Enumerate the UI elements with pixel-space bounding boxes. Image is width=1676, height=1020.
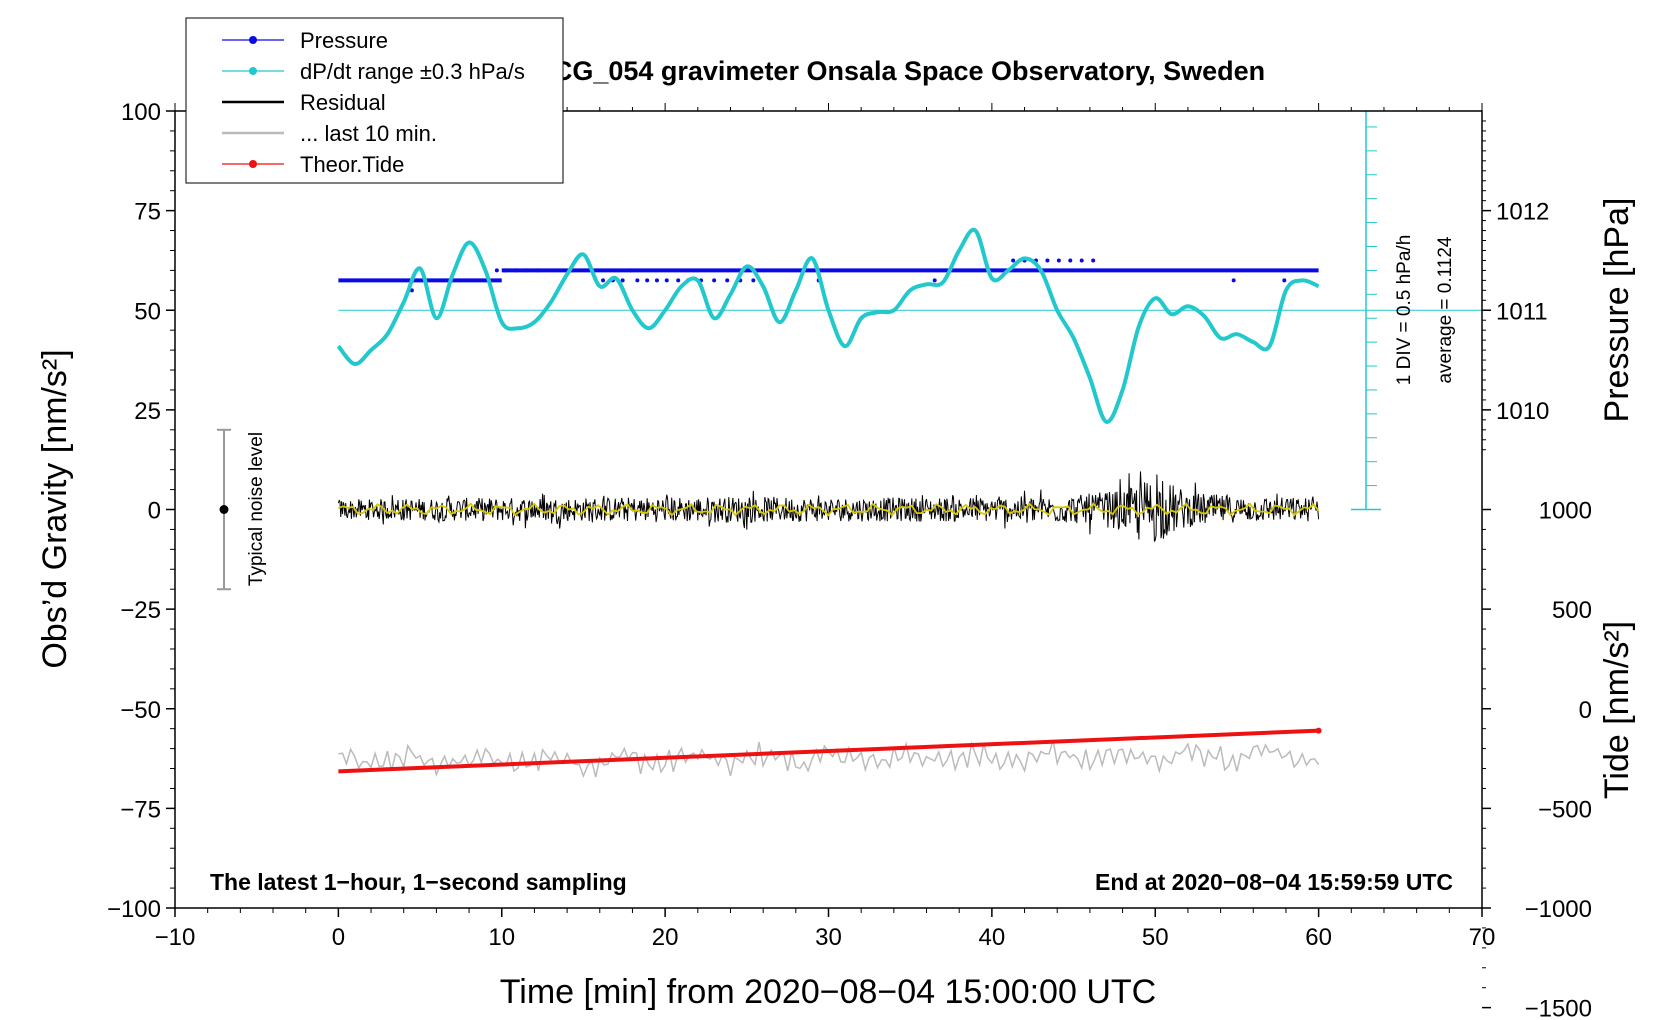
legend-label: Pressure — [300, 28, 388, 53]
x-tick-label: 30 — [815, 924, 842, 951]
noise-bar-center — [219, 505, 229, 514]
y-tick-label: −25 — [120, 597, 161, 624]
pressure-dot — [1231, 278, 1236, 283]
pressure-dot — [664, 278, 669, 283]
pressure-dot — [620, 278, 625, 283]
legend-label: Residual — [300, 90, 386, 115]
tide-tick-label: −1500 — [1525, 996, 1592, 1020]
y-tick-label: −50 — [120, 697, 161, 724]
pressure-dot — [654, 278, 659, 283]
legend: Pressure dP/dt range ±0.3 hPa/s Residual..… — [185, 17, 564, 184]
pressure-dot — [1056, 258, 1061, 263]
chart-title: SCG_054 gravimeter Onsala Space Observat… — [535, 56, 1265, 86]
axes-layer: −10 0 10 20 30 40 50 60 701007550250−25−50−75−10… — [107, 99, 1592, 1020]
pressure-dot — [494, 268, 499, 273]
pressure-dot — [1091, 258, 1096, 263]
y-tick-label: −75 — [120, 796, 161, 823]
y-axis-label-tide: Tide [nm/s²] — [1598, 621, 1636, 799]
legend-swatch-dot — [249, 36, 257, 44]
pressure-dot — [1011, 258, 1016, 263]
x-tick-label: 40 — [979, 924, 1006, 951]
y-tick-label: 25 — [134, 398, 161, 425]
average-label: average = 0.1124 — [1435, 236, 1456, 383]
x-tick-label: 10 — [488, 924, 515, 951]
y-axis-label-pressure: Pressure [hPa] — [1598, 198, 1636, 423]
theoretical-tide-line — [338, 728, 1319, 774]
y-tick-label: 100 — [121, 99, 161, 126]
pressure-dot — [725, 278, 730, 283]
y-axis-label-gravity: Obs’d Gravity [nm/s²] — [36, 349, 74, 668]
tide-tick-label: 500 — [1552, 597, 1592, 624]
y-tick-label: −100 — [107, 896, 161, 923]
annotation-end-time: End at 2020−08−04 15:59:59 UTC — [1095, 869, 1453, 895]
x-axis-label: Time [min] from 2020−08−04 15:00:00 UTC — [500, 973, 1156, 1011]
legend-label: Theor.Tide — [300, 152, 404, 177]
pressure-dot — [932, 278, 937, 283]
x-tick-label: 0 — [332, 924, 345, 951]
y-tick-label: 50 — [134, 298, 161, 325]
dpdt-div-label: 1 DIV = 0.5 hPa/h — [1394, 235, 1415, 386]
pressure-dot — [1282, 278, 1287, 283]
pressure-dot — [676, 278, 681, 283]
pressure-dot — [1045, 258, 1050, 263]
x-tick-label: 60 — [1305, 924, 1332, 951]
pressure-dot — [409, 288, 414, 293]
dpdt-line — [336, 227, 1320, 424]
legend-swatch-dot — [249, 160, 257, 168]
pressure-dot — [524, 268, 529, 273]
tide-tick-label: −500 — [1538, 796, 1592, 823]
legend-label: dP/dt range ±0.3 hPa/s — [300, 59, 525, 84]
pressure-tick-label: 1010 — [1496, 398, 1549, 425]
pressure-dot — [503, 268, 508, 273]
y-tick-label: 0 — [148, 498, 161, 525]
legend-label: ... last 10 min. — [300, 121, 437, 146]
tide-tick-label: 0 — [1579, 697, 1592, 724]
x-tick-label: 70 — [1469, 924, 1496, 951]
pressure-dot — [635, 278, 640, 283]
pressure-dot — [535, 268, 540, 273]
pressure-dot — [1068, 258, 1073, 263]
plot-area — [217, 111, 1482, 779]
last-10-min-line — [338, 739, 1320, 779]
residual-line — [337, 471, 1320, 543]
theoretical-tide-end-dot — [1315, 727, 1322, 734]
pressure-dot — [712, 278, 717, 283]
pressure-dot — [601, 278, 606, 283]
annotation-sampling: The latest 1−hour, 1−second sampling — [210, 869, 627, 895]
pressure-dot — [514, 268, 519, 273]
x-tick-label: 50 — [1142, 924, 1169, 951]
pressure-tick-label: 1012 — [1496, 199, 1549, 226]
legend-box — [185, 17, 564, 184]
x-tick-label: 20 — [652, 924, 679, 951]
pressure-dot — [628, 268, 633, 273]
pressure-tick-label: 1011 — [1496, 298, 1548, 325]
tide-tick-label: −1000 — [1525, 896, 1592, 923]
legend-swatch-dot — [249, 67, 257, 75]
y-tick-label: 75 — [134, 199, 161, 226]
residual-smoothed-line — [338, 502, 1320, 517]
series-layer — [217, 111, 1482, 779]
noise-level-label: Typical noise level — [246, 432, 267, 586]
tide-tick-label: 1000 — [1539, 498, 1592, 525]
x-tick-label: −10 — [155, 924, 196, 951]
pressure-dot — [1079, 258, 1084, 263]
pressure-dot — [751, 278, 756, 283]
pressure-dot — [645, 278, 650, 283]
